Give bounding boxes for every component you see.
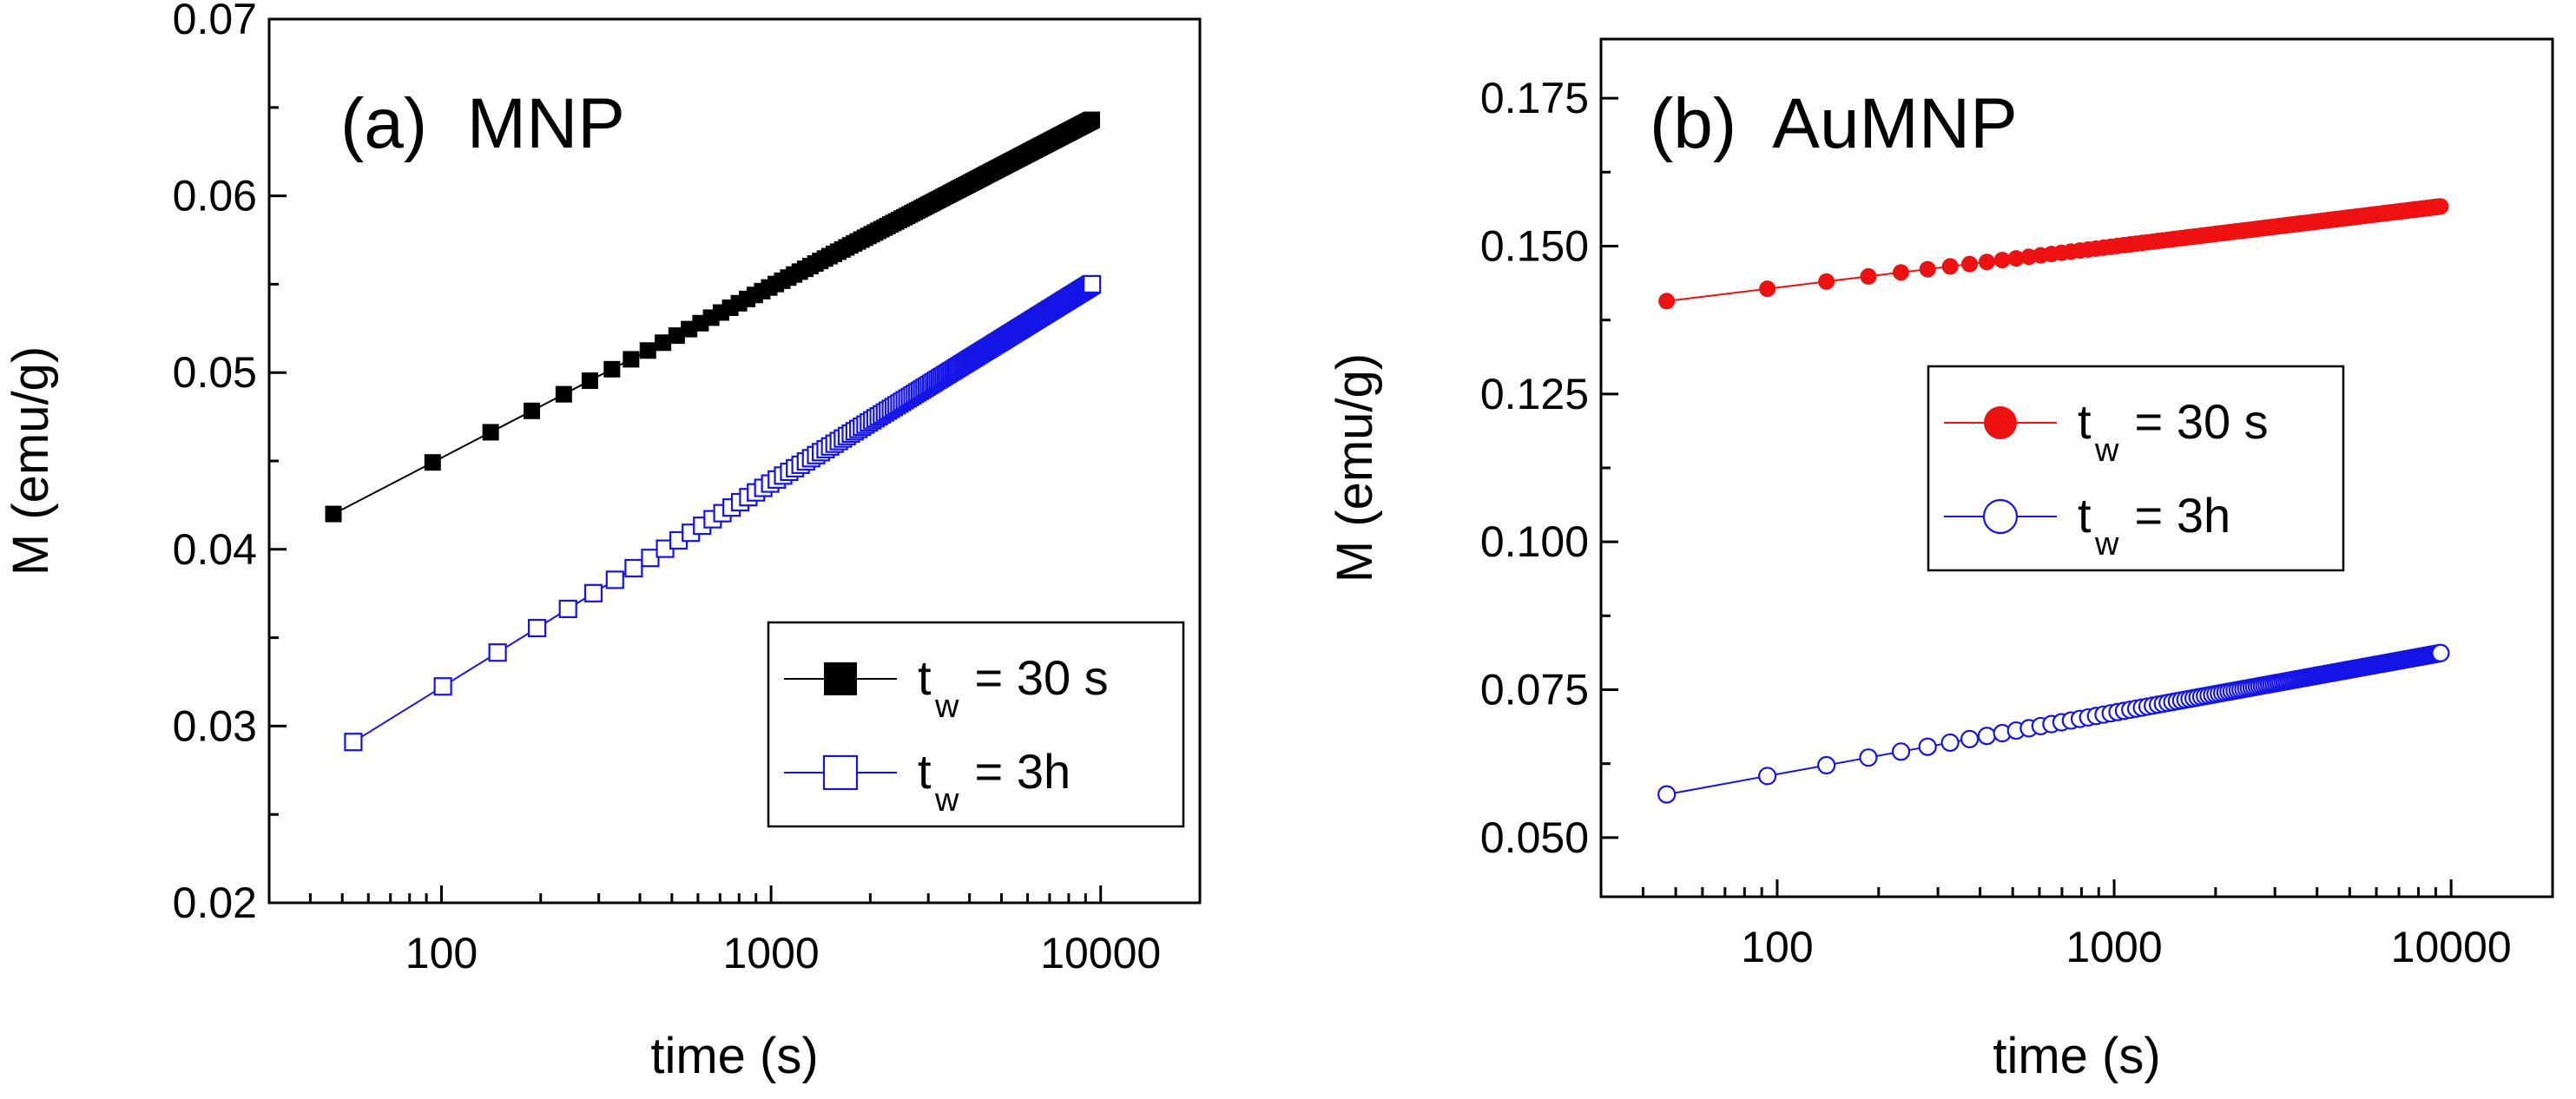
legend-entry: tw = 3h: [1944, 488, 2230, 563]
legend-label-subscript: w: [2094, 432, 2119, 469]
legend-label-rest: = 3h: [961, 744, 1071, 799]
y-tick-label: 0.02: [173, 879, 257, 927]
x-axis-label: time (s): [650, 1028, 818, 1084]
legend-label-subscript: w: [934, 782, 959, 819]
y-tick-label: 0.175: [1480, 74, 1589, 122]
series-tw-3h: [344, 274, 1102, 752]
legend-marker: [1982, 498, 2019, 535]
data-point: [2432, 198, 2449, 215]
data-point: [527, 618, 547, 638]
data-point: [2431, 643, 2450, 662]
data-point: [1759, 280, 1776, 298]
data-point: [555, 385, 572, 403]
x-tick-label: 1000: [722, 929, 819, 977]
y-tick-label: 0.075: [1480, 666, 1589, 714]
x-tick-label: 10000: [2391, 923, 2512, 971]
data-point: [488, 643, 507, 662]
legend-marker: [824, 662, 857, 695]
y-axis-label: M (emu/g): [3, 346, 59, 576]
legend-entry: tw = 30 s: [1944, 394, 2269, 469]
data-point: [1818, 273, 1835, 290]
y-tick-label: 0.100: [1480, 517, 1589, 566]
legend-marker: [822, 754, 859, 791]
y-tick-label: 0.06: [173, 172, 257, 220]
data-point: [603, 360, 621, 378]
data-point: [605, 570, 624, 589]
legend-label-main: t: [2078, 488, 2092, 543]
data-point: [482, 424, 499, 441]
data-point: [1978, 253, 1995, 271]
x-tick-label: 100: [405, 929, 478, 977]
legend-marker: [1984, 406, 2017, 439]
legend: tw = 30 stw = 3h: [767, 621, 1185, 828]
data-point: [1919, 260, 1936, 278]
x-tick-label: 1000: [2065, 923, 2162, 971]
data-point: [668, 327, 685, 345]
data-point: [1918, 737, 1937, 756]
data-point: [624, 558, 643, 578]
data-point: [1993, 252, 2011, 269]
data-point: [1657, 785, 1677, 804]
data-point: [1758, 767, 1777, 786]
data-point: [1960, 729, 1980, 748]
series-tw-3h: [1657, 643, 2450, 804]
data-point: [433, 677, 452, 696]
legend-entry: tw = 3h: [784, 744, 1071, 819]
legend: tw = 30 stw = 3h: [1927, 365, 2345, 572]
series-tw-30s: [325, 111, 1101, 523]
data-point: [524, 402, 541, 419]
series-tw-30s: [1658, 198, 2449, 310]
data-point: [1083, 274, 1102, 293]
panel-title: (b) AuMNP: [1650, 84, 2018, 163]
data-point: [655, 334, 672, 352]
data-point: [325, 505, 342, 523]
y-tick-label: 0.05: [173, 348, 257, 397]
data-point: [1817, 755, 1836, 775]
legend-label-main: t: [2078, 394, 2092, 449]
data-point: [1859, 748, 1878, 767]
data-point: [1961, 255, 1979, 273]
y-tick-label: 0.150: [1480, 221, 1589, 270]
data-point: [1940, 733, 1960, 753]
data-point: [2007, 250, 2025, 267]
legend-label-subscript: w: [934, 688, 959, 725]
data-point: [1658, 293, 1676, 310]
y-axis-label: M (emu/g): [1327, 353, 1383, 582]
data-point: [1860, 267, 1877, 285]
legend-label-subscript: w: [2094, 526, 2119, 563]
y-tick-label: 0.03: [173, 701, 257, 750]
data-point: [1891, 742, 1911, 761]
data-point: [641, 549, 660, 568]
data-point: [581, 372, 598, 390]
y-tick-label: 0.050: [1480, 813, 1589, 862]
data-point: [424, 454, 441, 471]
data-point: [1941, 258, 1959, 275]
panel-title: (a) MNP: [340, 84, 625, 163]
legend-box: [1927, 365, 2345, 572]
legend-label-rest: = 30 s: [2121, 394, 2269, 449]
legend-box: [767, 621, 1185, 828]
data-point: [583, 583, 603, 602]
panel-a: 0.02 0.03 0.04 0.05 0.06 0.07 100 1000 10000 time…: [3, 0, 1202, 1084]
x-tick-label: 100: [1741, 923, 1813, 971]
data-point: [1977, 727, 1997, 746]
x-tick-label: 10000: [1040, 929, 1161, 977]
legend-label-rest: = 3h: [2121, 488, 2230, 543]
legend-label-main: t: [918, 744, 932, 799]
data-point: [1084, 111, 1101, 128]
data-point: [623, 351, 640, 368]
y-tick-label: 0.07: [173, 0, 257, 43]
x-axis-label: time (s): [1993, 1028, 2160, 1084]
legend-label-main: t: [918, 650, 932, 705]
data-point: [558, 599, 577, 619]
data-point: [1893, 264, 1910, 281]
legend-label-rest: = 30 s: [961, 650, 1109, 705]
panel-b: 0.050 0.075 0.100 0.125 0.150 0.175 100 1000 100…: [1327, 37, 2554, 1084]
y-tick-label: 0.04: [173, 525, 257, 574]
legend-entry: tw = 30 s: [784, 650, 1109, 725]
data-point: [344, 733, 363, 752]
y-tick-label: 0.125: [1480, 370, 1589, 418]
data-point: [639, 342, 656, 359]
